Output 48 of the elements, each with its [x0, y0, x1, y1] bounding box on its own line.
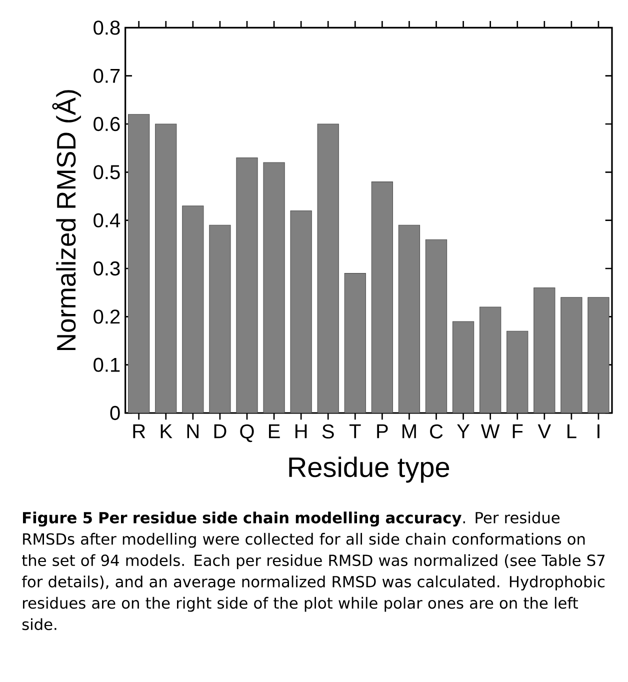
- bar: [155, 124, 177, 413]
- x-tick-label: I: [598, 424, 600, 438]
- x-tick-label: L: [568, 424, 576, 438]
- x-axis-title: Residue type: [289, 456, 450, 483]
- y-tick-label: 0.5: [94, 165, 120, 180]
- y-axis-title: Normalized RMSD (Å): [52, 90, 81, 350]
- x-tick-label: R: [133, 424, 146, 438]
- bar: [209, 224, 231, 413]
- x-tick-label: S: [322, 424, 334, 439]
- bar: [425, 239, 448, 413]
- bar: [506, 330, 528, 413]
- x-tick-label: V: [538, 424, 551, 438]
- bar: [182, 206, 204, 413]
- x-tick-label: Q: [240, 424, 254, 442]
- x-tick-label: D: [214, 424, 226, 438]
- bar: [480, 306, 502, 413]
- y-tick-label: 0.1: [94, 358, 120, 372]
- y-tick-label: 0.2: [94, 310, 120, 324]
- bar: [236, 157, 258, 413]
- y-tick-label: 0.6: [94, 116, 120, 132]
- bar: [371, 182, 393, 413]
- x-tick-label: H: [295, 424, 307, 438]
- y-tick-label: 0.3: [94, 261, 120, 276]
- bar: [344, 273, 366, 413]
- x-tick-label: Y: [457, 424, 470, 438]
- x-tick-label: W: [480, 424, 500, 438]
- y-tick-label: 0.8: [94, 20, 120, 35]
- bar: [128, 114, 150, 413]
- bar: [534, 288, 556, 413]
- bar: [398, 224, 420, 413]
- y-tick-label: 0: [110, 406, 120, 420]
- bar: [560, 297, 582, 413]
- y-tick-label: 0.4: [94, 213, 120, 228]
- x-tick-label: K: [160, 424, 172, 438]
- bar: [317, 124, 339, 413]
- x-tick-label: F: [512, 424, 523, 438]
- bar: [588, 297, 610, 413]
- x-tick-label: P: [377, 424, 388, 438]
- x-tick-label: C: [430, 424, 443, 439]
- text: Figure 5 Per residue side chain modelling accuracy. Per residue RMSDs after modelling were collected for all side chain conformations on the set of 94 models. Each per residue RMSD was normalized (see Table S7 for details), and an average normalized RMSD was calculated. Hydrophobic residues are on the right side of the plot while polar ones are on the left side.: [22, 512, 605, 630]
- x-tick-label: E: [268, 424, 280, 438]
- bar: [290, 210, 312, 413]
- x-tick-label: T: [349, 424, 361, 438]
- bar: [452, 321, 474, 413]
- y-tick-label: 0.7: [94, 68, 120, 83]
- x-tick-label: M: [402, 424, 416, 438]
- x-tick-label: N: [187, 424, 198, 438]
- bar: [263, 162, 285, 413]
